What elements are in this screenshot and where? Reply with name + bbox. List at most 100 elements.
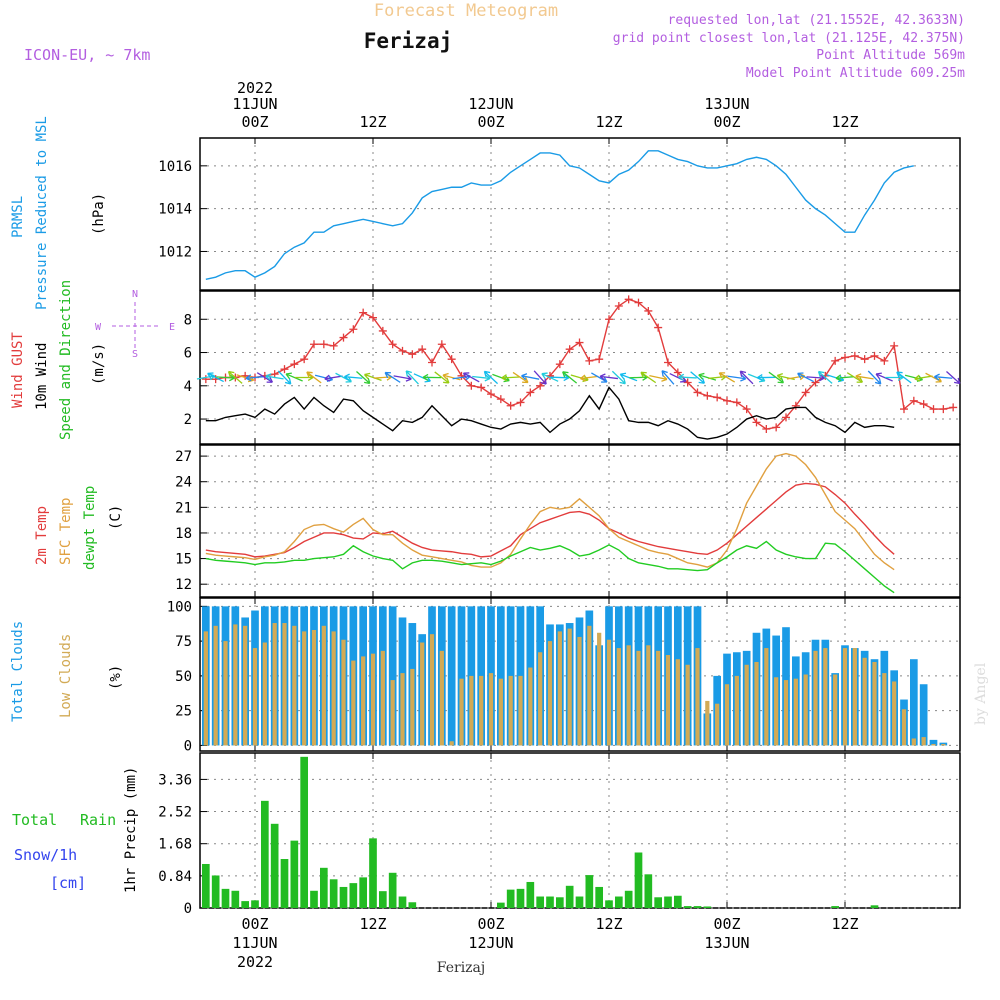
clouds-bar bbox=[361, 656, 366, 746]
clouds-bar bbox=[331, 631, 336, 746]
pressure-label: PRMSL bbox=[10, 196, 26, 238]
gust-marker bbox=[280, 365, 289, 374]
gust-marker bbox=[339, 333, 348, 342]
clouds-bar bbox=[203, 631, 208, 746]
gust-marker bbox=[428, 358, 436, 367]
clouds-bar bbox=[321, 625, 326, 746]
clouds-bar bbox=[911, 738, 916, 746]
wind-arrow bbox=[442, 372, 461, 381]
wind-arrow bbox=[806, 374, 825, 382]
precipitation-bar bbox=[369, 838, 377, 908]
wind-arrow-shape bbox=[580, 374, 599, 382]
clouds-bar bbox=[538, 652, 543, 746]
precipitation-bar bbox=[565, 885, 574, 908]
precipitation-bar bbox=[290, 840, 299, 908]
clouds-bar bbox=[941, 744, 946, 746]
gust-marker bbox=[801, 388, 810, 397]
clouds-bar bbox=[557, 631, 562, 746]
clouds-bar bbox=[921, 737, 926, 746]
bottom-axis-hour: 00Z bbox=[241, 915, 268, 933]
precipitation-bar bbox=[644, 874, 653, 908]
wind-arrow-shape bbox=[698, 372, 717, 381]
clouds-bar bbox=[213, 625, 218, 746]
gust-marker bbox=[359, 308, 368, 317]
clouds-panel: 0 25 50 75 100 bbox=[167, 597, 961, 754]
gust-marker bbox=[378, 326, 387, 335]
wind-arrow bbox=[265, 373, 284, 381]
wind-arrow bbox=[324, 374, 343, 382]
gust-marker bbox=[555, 360, 564, 369]
wind-arrow-shape bbox=[768, 371, 785, 384]
bottom-axis-hour: 12Z bbox=[831, 915, 858, 933]
compass-rose: N S E W bbox=[95, 289, 175, 360]
wind-arrow-shape bbox=[343, 373, 363, 381]
wind-arrow bbox=[867, 370, 882, 385]
clouds-bar bbox=[931, 744, 936, 746]
snow-unit: [cm] bbox=[50, 874, 86, 892]
gust-marker bbox=[919, 400, 928, 409]
gust-marker bbox=[831, 356, 840, 365]
clouds-bar bbox=[388, 606, 397, 746]
bottom-axis-date: 12JUN bbox=[468, 934, 513, 952]
wind-arrow-shape bbox=[550, 374, 570, 382]
precipitation-bar bbox=[624, 890, 633, 908]
wind-arrow-shape bbox=[541, 372, 559, 382]
wind-arrow-shape bbox=[914, 374, 933, 382]
precipitation-bar bbox=[703, 906, 712, 908]
location-title: Ferizaj bbox=[364, 29, 453, 53]
clouds-bar bbox=[370, 653, 376, 746]
clouds-bar bbox=[528, 667, 533, 746]
footer-location: Ferizaj bbox=[437, 960, 485, 976]
gust-marker bbox=[654, 323, 663, 332]
wind-arrow-shape bbox=[718, 372, 736, 383]
gust-marker bbox=[201, 375, 210, 384]
top-axis-hour: 00Z bbox=[241, 113, 268, 131]
clouds-bar bbox=[665, 655, 671, 746]
precipitation-bar bbox=[359, 877, 368, 908]
precipitation-bar bbox=[329, 879, 338, 908]
total-clouds-label: Total Clouds bbox=[10, 621, 26, 722]
precipitation-ytick-label: 0 bbox=[184, 901, 192, 917]
gust-marker bbox=[693, 388, 702, 397]
wind-arrow-shape bbox=[933, 373, 953, 381]
precipitation-bar bbox=[349, 883, 358, 908]
clouds-bar bbox=[420, 642, 425, 746]
temperature-series-2m-temp bbox=[205, 482, 895, 558]
temperature-frame bbox=[199, 444, 961, 598]
temperature-ytick-label: 24 bbox=[175, 475, 192, 491]
clouds-bar bbox=[488, 673, 494, 746]
gust-marker bbox=[860, 355, 869, 364]
clouds-bar bbox=[675, 659, 680, 746]
gust-marker bbox=[290, 360, 299, 369]
clouds-bar bbox=[813, 650, 818, 746]
top-axis-hour: 12Z bbox=[359, 113, 386, 131]
wind-arrow bbox=[896, 371, 912, 384]
bottom-axis-year: 2022 bbox=[237, 953, 273, 971]
precipitation-bar bbox=[555, 897, 564, 908]
wind-unit: (m/s) bbox=[91, 343, 107, 385]
clouds-bar bbox=[695, 648, 700, 746]
gust-marker bbox=[300, 355, 309, 364]
pressure-series-prmsl bbox=[205, 150, 914, 280]
wind-arrow-shape bbox=[756, 373, 776, 382]
gust-marker bbox=[782, 413, 790, 422]
bottom-axis-date: 13JUN bbox=[704, 934, 749, 952]
gust-marker bbox=[929, 405, 938, 414]
clouds-bar bbox=[567, 628, 572, 746]
pressure-ytick-label: 1014 bbox=[158, 202, 192, 218]
wind-arrow bbox=[434, 371, 450, 384]
gridpoint-coords: grid point closest lon,lat (21.125E, 42.… bbox=[613, 31, 965, 46]
gust-marker bbox=[634, 298, 643, 307]
clouds-bar bbox=[724, 684, 730, 746]
wind-arrow-shape bbox=[356, 370, 371, 385]
model-name: ICON-EU, ~ 7km bbox=[24, 46, 150, 64]
wind-arrow bbox=[875, 372, 893, 382]
wind-arrow-shape bbox=[256, 372, 274, 383]
gust-marker bbox=[565, 345, 574, 354]
gust-marker bbox=[713, 393, 722, 402]
temperature-ytick-label: 18 bbox=[175, 526, 192, 542]
wind-arrow-shape bbox=[363, 372, 382, 382]
wind-arrow-shape bbox=[306, 371, 322, 384]
gust-marker bbox=[585, 356, 594, 365]
